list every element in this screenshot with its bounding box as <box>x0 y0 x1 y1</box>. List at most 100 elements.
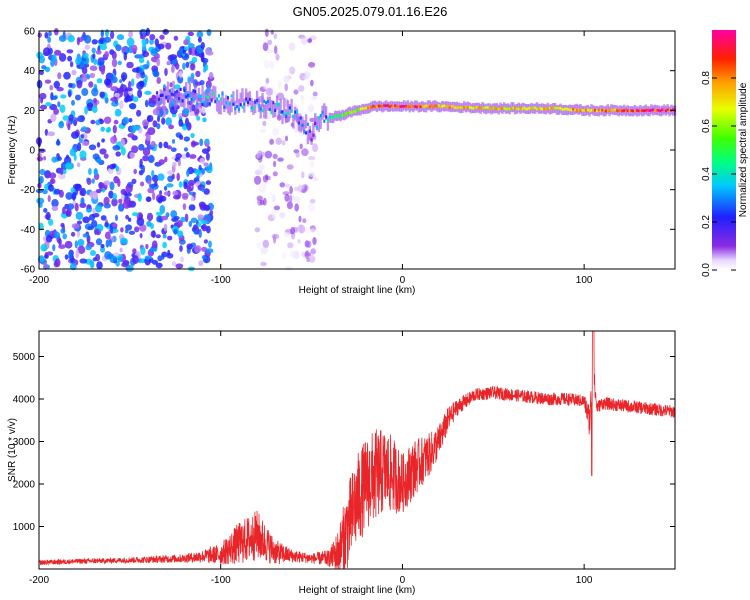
noise-blob <box>303 74 310 80</box>
ridge-cell <box>477 106 480 110</box>
ridge-cell <box>537 107 540 110</box>
ridge-cell <box>192 89 195 93</box>
noise-blob <box>195 70 201 78</box>
noise-blob <box>155 262 163 269</box>
noise-blob <box>110 97 118 102</box>
colorbar-tick-label: 0.2 <box>701 215 712 229</box>
noise-blob <box>138 213 144 218</box>
noise-blob <box>286 164 294 170</box>
noise-blob <box>120 138 126 147</box>
noise-blob <box>145 196 152 202</box>
noise-blob <box>302 218 307 224</box>
noise-blob <box>277 157 284 162</box>
noise-blob <box>190 63 196 71</box>
ridge-cell <box>503 106 506 110</box>
noise-blob <box>185 61 190 68</box>
noise-blob <box>141 38 148 46</box>
noise-blob <box>181 153 187 160</box>
ridge-cell <box>385 104 388 107</box>
noise-blob <box>82 233 89 238</box>
ridge-halo <box>283 97 286 112</box>
ridge-cell <box>421 104 424 108</box>
snr-line <box>38 330 676 569</box>
noise-blob <box>39 70 44 76</box>
noise-blob <box>151 94 156 100</box>
ridge-cell <box>443 104 446 108</box>
noise-blob <box>91 178 95 184</box>
ridge-cell <box>546 107 549 111</box>
noise-blob <box>57 72 62 80</box>
noise-blob <box>205 47 211 56</box>
noise-blob <box>121 146 126 156</box>
ridge-cell <box>188 93 191 98</box>
ridge-halo <box>168 91 171 106</box>
noise-blob <box>166 61 171 66</box>
ridge-cell <box>372 104 375 108</box>
noise-blob <box>310 96 318 101</box>
noise-blob <box>166 183 174 188</box>
ridge-halo <box>484 104 488 115</box>
noise-blob <box>276 92 285 101</box>
ridge-cell <box>646 108 649 112</box>
ridge-cell <box>299 116 302 120</box>
noise-blob <box>208 240 212 248</box>
noise-blob <box>163 141 169 149</box>
noise-blob <box>289 66 296 75</box>
ridge-cell <box>508 107 511 111</box>
noise-blob <box>58 53 67 62</box>
ridge-cell <box>510 107 513 111</box>
ridge-cell <box>394 104 397 107</box>
noise-blob <box>153 70 160 78</box>
ridge-cell <box>201 103 204 107</box>
noise-blob <box>155 211 163 216</box>
noise-blob <box>298 215 302 223</box>
noise-blob <box>310 248 316 255</box>
noise-blob <box>101 187 106 193</box>
ridge-halo <box>210 88 213 103</box>
ridge-halo <box>517 102 520 113</box>
noise-blob <box>111 228 119 233</box>
noise-blob <box>150 230 156 238</box>
ridge-cell <box>357 109 360 112</box>
snr-y-tick-label: 3000 <box>13 437 36 448</box>
ridge-cell <box>654 109 656 113</box>
ridge-cell <box>577 108 580 111</box>
ridge-halo <box>275 95 279 110</box>
noise-blob <box>89 260 95 269</box>
noise-blob <box>48 184 54 192</box>
noise-blob <box>265 174 269 181</box>
ridge-cell <box>248 97 251 101</box>
ridge-halo <box>306 130 310 145</box>
noise-blob <box>202 67 207 73</box>
noise-blob <box>312 176 318 182</box>
noise-blob <box>167 54 174 62</box>
ridge-cell <box>241 105 244 109</box>
noise-blob <box>289 250 297 258</box>
noise-blob <box>131 178 137 184</box>
ridge-cell <box>341 114 344 117</box>
ridge-cell <box>323 119 326 123</box>
noise-blob <box>60 222 65 228</box>
noise-blob <box>312 91 318 97</box>
ridge-cell <box>650 108 653 112</box>
snr-x-axis-label: Height of straight line (km) <box>299 585 416 596</box>
ridge-cell <box>446 105 449 108</box>
noise-blob <box>104 251 112 260</box>
noise-blob <box>45 102 52 107</box>
noise-blob <box>142 147 151 156</box>
ridge-cell <box>661 108 664 112</box>
ridge-cell <box>597 108 600 112</box>
ridge-cell <box>594 108 596 112</box>
ridge-cell <box>485 106 487 109</box>
noise-blob <box>254 227 261 233</box>
noise-blob <box>306 240 312 249</box>
noise-blob <box>117 178 121 187</box>
noise-blob <box>260 247 268 255</box>
noise-blob <box>106 126 112 132</box>
ridge-cell <box>543 107 546 111</box>
ridge-cell <box>279 110 282 114</box>
noise-blob <box>144 90 152 95</box>
noise-blob <box>167 170 174 175</box>
noise-blob <box>308 254 316 263</box>
noise-blob <box>205 248 214 254</box>
